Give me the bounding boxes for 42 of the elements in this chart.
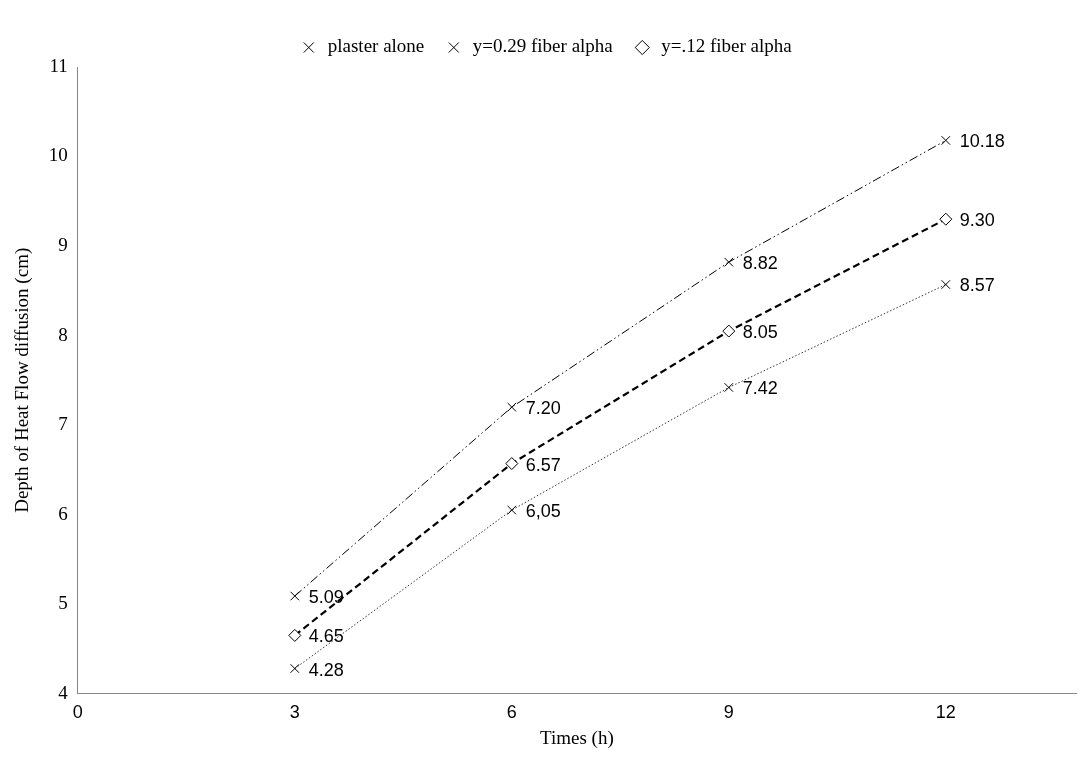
data-label: 10.18 [959,131,1005,152]
y-tick-label: 8 [58,323,68,345]
legend-label: plaster alone [327,35,425,57]
data-label: 6.57 [525,454,561,475]
y-tick-label: 7 [58,413,68,435]
data-label: 6,05 [525,501,561,522]
point [507,402,517,412]
point [941,135,951,146]
x-tick-label: 9 [723,702,734,723]
point [941,279,951,290]
point [290,663,300,674]
data-label: 8.57 [959,275,995,296]
data-label: 8.82 [742,253,778,274]
data-label: 7.42 [742,378,778,399]
point [288,628,302,642]
y-tick-label: 10 [48,144,68,166]
y-tick-label: 6 [58,502,68,524]
data-label: 7.20 [525,398,561,419]
y-tick-label: 9 [58,234,68,256]
data-label: 5.09 [308,587,344,607]
data-label: 9.30 [959,210,995,231]
point [290,591,300,601]
x-tick-label: 6 [506,702,517,723]
x-tick-label: 0 [72,702,83,723]
data-label: 4.28 [308,659,344,680]
point [505,457,519,471]
legend-label: y=0.29 fiber alpha [472,35,614,57]
y-axis-title: Depth of Heat Flow diffusion (cm) [11,247,34,513]
y-tick-label: 4 [58,681,69,703]
point [939,212,953,226]
x-axis-title: Times (h) [540,726,614,749]
y-tick-label: 5 [58,592,68,614]
point [724,257,734,267]
x-tick-label: 3 [289,702,300,723]
y-tick-label: 11 [49,54,68,76]
data-label: 4.65 [308,626,344,647]
point [722,324,736,338]
x-tick-label: 12 [935,702,956,723]
data-label: 8.05 [742,322,778,343]
point [507,505,517,515]
point [724,382,734,393]
legend-label: y=.12 fiber alpha [661,35,793,57]
